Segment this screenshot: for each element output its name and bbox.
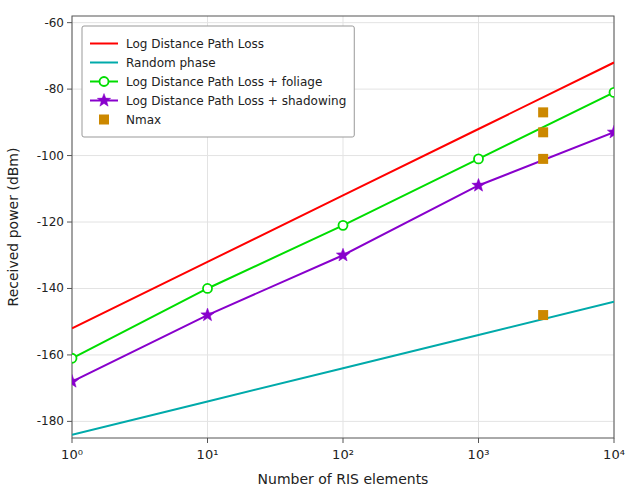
marker	[201, 308, 214, 321]
y-tick	[67, 354, 72, 355]
axes: 10⁰ 10¹ 10² 10³ 10⁴ -180 -160 -140 -120 -100 -80 -6…	[37, 16, 625, 462]
legend-item: Log Distance Path Loss + foliage	[90, 75, 322, 89]
scatter-point	[538, 127, 548, 137]
legend-label: Log Distance Path Loss + shadowing	[126, 94, 346, 108]
y-grid-line	[72, 354, 614, 355]
marker	[474, 154, 483, 163]
y-tick	[67, 22, 72, 23]
legend-item: Random phase	[90, 56, 216, 70]
x-tick-label: 10⁴	[603, 447, 625, 462]
marker	[72, 375, 79, 388]
scatter-point	[538, 310, 548, 320]
y-tick	[67, 222, 72, 223]
x-axis-label: Number of RIS elements	[258, 471, 429, 487]
chart-svg: 10⁰ 10¹ 10² 10³ 10⁴ -180 -160 -140 -120 -100 -80 -6…	[0, 0, 632, 496]
legend-item: Nmax	[99, 113, 161, 127]
legend-box	[82, 26, 354, 137]
y-tick	[67, 421, 72, 422]
y-tick	[67, 155, 72, 156]
marker	[607, 125, 614, 138]
y-tick	[67, 288, 72, 289]
marker	[339, 221, 348, 230]
series-4	[538, 107, 548, 320]
legend-swatch	[90, 43, 118, 45]
legend-swatch	[90, 62, 118, 64]
chart-container: 10⁰ 10¹ 10² 10³ 10⁴ -180 -160 -140 -120 -100 -80 -6…	[0, 0, 632, 496]
legend-label: Log Distance Path Loss + foliage	[126, 75, 322, 89]
x-grid-line	[478, 16, 479, 438]
x-tick-label: 10⁰	[61, 447, 83, 462]
series-3	[72, 125, 614, 387]
y-axis-label: Received power (dBm)	[5, 148, 21, 307]
line	[72, 63, 614, 329]
scatter-point	[538, 154, 548, 164]
marker	[203, 284, 212, 293]
legend-label: Random phase	[126, 56, 216, 70]
x-tick	[207, 438, 208, 443]
grid	[72, 16, 614, 438]
y-grid-line	[72, 155, 614, 156]
series-1	[72, 302, 614, 435]
y-tick-label: -100	[37, 149, 64, 163]
y-tick-label: -120	[37, 215, 64, 229]
y-grid-line	[72, 22, 614, 23]
x-tick-label: 10³	[468, 447, 490, 462]
legend-marker	[99, 115, 109, 125]
scatter-point	[538, 107, 548, 117]
line	[72, 132, 614, 381]
marker	[610, 88, 615, 97]
legend-label: Log Distance Path Loss	[126, 37, 264, 51]
y-tick-label: -60	[44, 16, 64, 30]
marker	[336, 248, 349, 261]
x-tick-label: 10²	[332, 447, 354, 462]
legend: Log Distance Path Loss Random phase Log Di…	[82, 26, 354, 137]
x-tick	[72, 438, 73, 443]
y-tick-label: -140	[37, 281, 64, 295]
series-0	[72, 63, 614, 329]
y-tick-label: -80	[44, 82, 64, 96]
marker	[72, 354, 77, 363]
legend-item: Log Distance Path Loss	[90, 37, 264, 51]
y-tick-label: -180	[37, 414, 64, 428]
marker	[472, 178, 485, 191]
y-tick	[67, 89, 72, 90]
x-tick-label: 10¹	[197, 447, 219, 462]
y-tick-label: -160	[37, 348, 64, 362]
background	[0, 0, 632, 496]
line	[72, 302, 614, 435]
x-tick	[614, 438, 615, 443]
y-grid-line	[72, 421, 614, 422]
plot-frame	[72, 16, 614, 438]
legend-item: Log Distance Path Loss + shadowing	[90, 94, 346, 108]
legend-marker	[97, 94, 110, 107]
x-tick	[478, 438, 479, 443]
x-tick	[343, 438, 344, 443]
legend-marker	[100, 77, 109, 86]
legend-label: Nmax	[126, 113, 161, 127]
